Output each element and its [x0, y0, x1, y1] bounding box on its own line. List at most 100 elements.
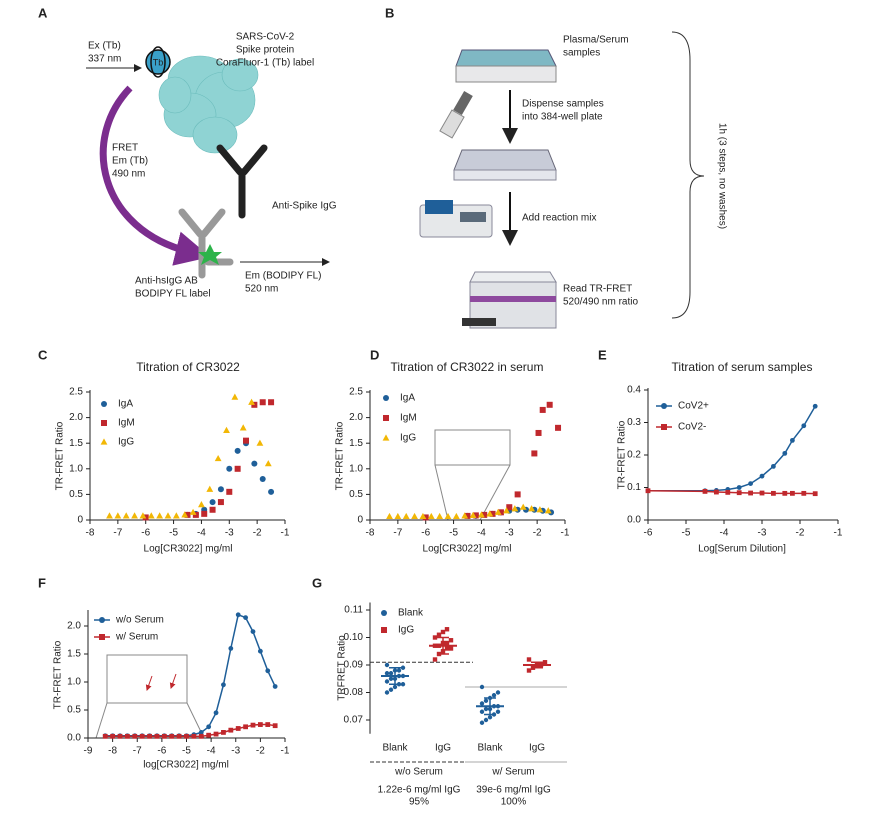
x-tick-label: -6 — [157, 746, 166, 757]
label: 520 nm — [245, 284, 278, 295]
x-tick-label: -3 — [225, 528, 234, 539]
data-point — [714, 489, 719, 495]
data-point — [486, 510, 494, 517]
y-tick-label: 0 — [357, 515, 363, 526]
data-point — [214, 454, 222, 462]
chart-title: Titration of CR3022 in serum — [391, 360, 544, 374]
data-point — [514, 491, 521, 498]
y-axis-label: TR-FRET Ratio — [335, 421, 346, 490]
x-tick-label: -1 — [561, 528, 570, 539]
data-point — [176, 733, 182, 739]
chart-title: Titration of serum samples — [672, 360, 813, 374]
legend-marker — [382, 434, 390, 441]
y-tick-label: 1.5 — [349, 438, 363, 449]
label: into 384-well plate — [522, 112, 603, 123]
x-tick-label: -4 — [720, 528, 729, 539]
data-point — [206, 732, 212, 738]
data-point — [481, 511, 488, 518]
data-point — [272, 684, 278, 689]
data-point — [206, 485, 214, 492]
legend-marker — [101, 420, 107, 426]
data-point — [106, 512, 113, 519]
y-tick-label: 0.08 — [344, 687, 364, 698]
data-point — [264, 460, 272, 467]
inset-d — [434, 429, 511, 521]
x-tick-label: Blank — [382, 743, 408, 754]
data-point — [217, 486, 224, 493]
data-point — [386, 512, 393, 520]
data-point — [268, 399, 275, 406]
y-tick-label: 0.0 — [67, 733, 81, 744]
data-point — [110, 733, 116, 739]
data-point — [489, 510, 496, 517]
tb-text: Tb — [153, 57, 164, 67]
x-tick-label: Blank — [477, 743, 503, 754]
data-point — [402, 512, 410, 520]
x-axis-label: Log[CR3022] mg/ml — [144, 544, 233, 555]
x-tick-label: IgG — [435, 743, 451, 754]
legend-label: IgM — [400, 413, 417, 424]
data-point — [154, 733, 160, 739]
legend-marker — [383, 415, 389, 421]
y-tick-label: 0.0 — [627, 515, 641, 526]
data-point — [243, 437, 249, 444]
data-point — [384, 679, 390, 684]
data-point — [736, 485, 742, 490]
y-tick-label: 1.0 — [69, 463, 83, 474]
data-point — [544, 507, 552, 514]
legend-marker — [381, 627, 387, 633]
data-point — [436, 632, 442, 637]
label: Em (BODIPY FL) — [245, 271, 322, 282]
data-point — [231, 393, 239, 400]
x-tick-label: -5 — [182, 746, 191, 757]
x-tick-label: -7 — [133, 746, 142, 757]
data-point — [464, 512, 471, 519]
label: Plasma/Serum — [563, 35, 629, 46]
data-point — [546, 401, 553, 408]
y-tick-label: 0.4 — [627, 385, 641, 396]
data-point — [436, 512, 444, 520]
data-point — [444, 512, 452, 520]
x-tick-label: -6 — [141, 528, 150, 539]
legend-label: IgG — [118, 437, 134, 448]
x-tick-label: -6 — [421, 528, 430, 539]
data-point — [250, 722, 256, 728]
label: FRET — [112, 143, 138, 154]
data-point — [239, 424, 247, 431]
legend-marker — [383, 395, 389, 401]
label: CoraFluor-1 (Tb) label — [216, 58, 314, 69]
data-point — [156, 512, 164, 519]
data-point — [771, 463, 776, 469]
data-point — [234, 465, 241, 472]
brace — [671, 31, 705, 319]
data-point — [748, 490, 753, 496]
data-point — [444, 646, 450, 651]
label: Anti-hsIgG AB — [135, 276, 198, 287]
x-tick-label: -4 — [207, 746, 216, 757]
x-tick-label: -5 — [449, 528, 458, 539]
data-point — [812, 403, 818, 409]
panel-label: E — [598, 347, 607, 362]
label: 337 nm — [88, 54, 121, 65]
x-axis-label: Log[CR3022] mg/ml — [423, 544, 512, 555]
data-point — [172, 512, 180, 519]
legend-marker — [100, 438, 108, 445]
data-point — [531, 450, 538, 457]
data-point — [117, 733, 123, 739]
data-point — [394, 512, 402, 520]
x-tick-label: -2 — [256, 746, 265, 757]
spike-protein — [158, 55, 259, 154]
data-point — [440, 629, 446, 635]
y-tick-label: 2.0 — [67, 621, 81, 632]
y-axis-label: TRFRET Ratio — [337, 635, 348, 701]
data-point — [384, 690, 390, 695]
x-axis-label: log[CR3022] mg/ml — [143, 760, 229, 771]
legend-label: IgG — [398, 625, 414, 636]
legend-marker — [99, 617, 105, 623]
data-point — [184, 733, 189, 739]
data-point — [479, 720, 485, 725]
data-point — [483, 698, 489, 703]
data-point — [479, 701, 485, 706]
y-axis-label: TR-FRET Ratio — [617, 420, 628, 489]
data-point — [228, 646, 234, 651]
